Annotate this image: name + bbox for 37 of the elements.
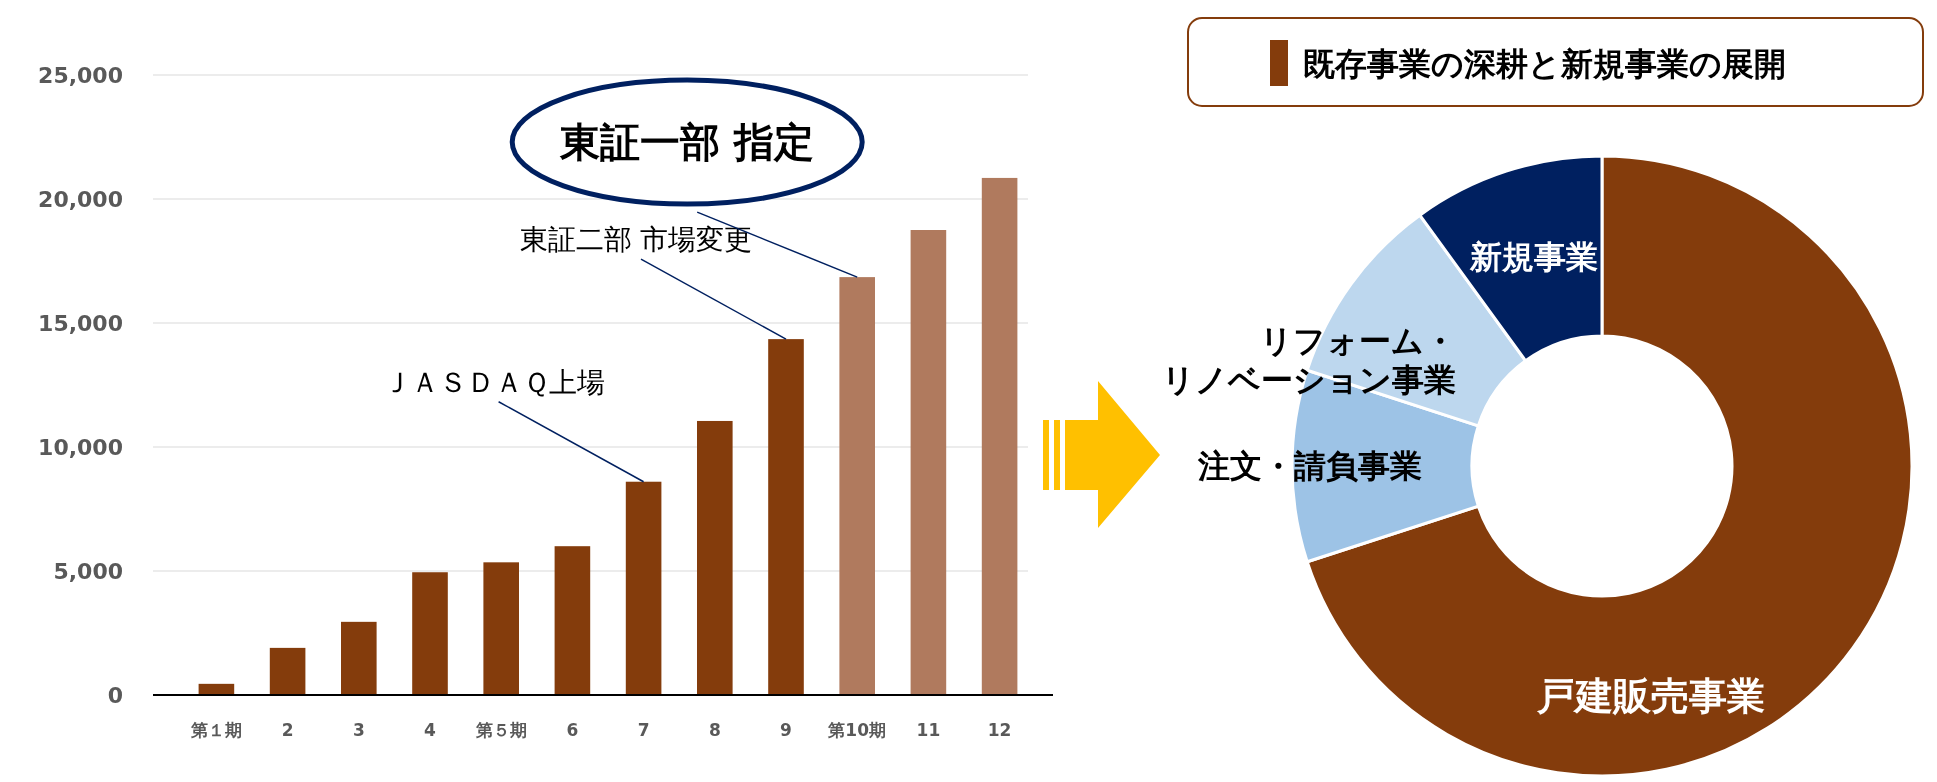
x-tick-label: 12 xyxy=(987,720,1012,740)
bar xyxy=(910,230,947,695)
bar xyxy=(483,562,519,695)
x-tick-label: 第１期 xyxy=(189,720,242,740)
bar xyxy=(625,481,662,695)
bar xyxy=(697,420,733,695)
y-tick-label: 0 xyxy=(107,682,123,708)
bar xyxy=(412,572,448,695)
x-tick-label: 3 xyxy=(352,720,365,740)
annotation: ＪＡＳＤＡＱ上場 xyxy=(382,365,605,399)
y-tick-label: 15,000 xyxy=(38,310,123,336)
x-tick-label: 11 xyxy=(916,720,941,740)
slice-label: 新規事業 xyxy=(1469,237,1599,276)
y-tick-label: 20,000 xyxy=(38,186,123,212)
x-tick-label: 第５期 xyxy=(474,720,527,740)
bar xyxy=(341,621,377,695)
y-tick-label: 25,000 xyxy=(38,62,123,88)
annotation: 東証二部 市場変更 xyxy=(519,222,753,256)
x-tick-label: 第10期 xyxy=(827,720,887,740)
bar xyxy=(839,277,875,695)
x-tick-label: 2 xyxy=(281,720,294,740)
slice-label: リフォーム・リノベーション事業 xyxy=(1162,322,1457,399)
x-tick-label: 6 xyxy=(566,720,579,740)
x-tick-label: 9 xyxy=(780,720,792,740)
bar xyxy=(269,647,306,695)
bar xyxy=(554,546,591,695)
y-tick-label: 10,000 xyxy=(38,434,123,460)
x-tick-label: 4 xyxy=(424,720,437,740)
bar xyxy=(768,339,804,695)
slice-label: 戸建販売事業 xyxy=(1535,674,1765,719)
x-tick-label: 8 xyxy=(708,720,721,740)
slice-label: 注文・請負事業 xyxy=(1197,447,1422,486)
y-tick-label: 5,000 xyxy=(53,558,123,584)
bar xyxy=(981,177,1018,695)
x-tick-label: 7 xyxy=(637,720,650,740)
annotation: 東証一部 指定 xyxy=(559,119,815,166)
chart-title: 既存事業の深耕と新規事業の展開 xyxy=(1303,45,1786,84)
